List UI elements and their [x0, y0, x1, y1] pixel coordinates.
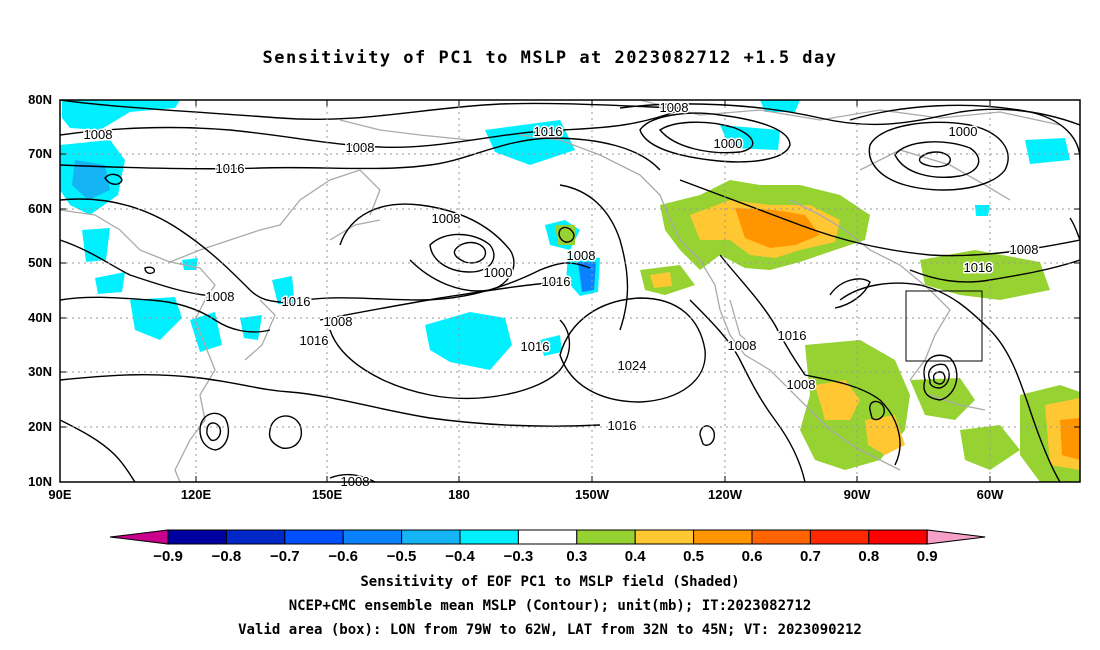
lon-tick-label: 150E [312, 487, 343, 502]
colorbar-segment [809, 529, 870, 545]
colorbar-label: 0.5 [683, 548, 704, 565]
positive-sensitivity-shading [555, 180, 1080, 482]
longitude-axis: 90E 120E 150E 180 150W 120W 90W 60W [48, 100, 1004, 502]
lat-tick-label: 10N [28, 474, 52, 489]
contour-label: 1008 [324, 314, 353, 329]
lon-tick-label: 120E [181, 487, 212, 502]
colorbar-segment [868, 529, 928, 545]
colorbar: −0.9 −0.8 −0.7 −0.6 −0.5 −0.4 −0.3 0.3 0.4 0.5 0.6… [109, 529, 986, 565]
colorbar-label: −0.4 [445, 548, 475, 565]
colorbar-label: 0.4 [625, 548, 647, 565]
colorbar-segment [225, 529, 286, 545]
colorbar-label: 0.6 [742, 548, 763, 565]
lon-tick-label: 120W [708, 487, 743, 502]
colorbar-right-arrow [926, 529, 986, 545]
colorbar-segment [284, 529, 344, 545]
colorbar-left-arrow [109, 529, 169, 545]
caption-line-1: Sensitivity of EOF PC1 to MSLP field (Sh… [360, 574, 740, 590]
colorbar-segment [576, 529, 636, 545]
colorbar-segment [517, 529, 578, 545]
contour-label: 1016 [534, 124, 563, 139]
colorbar-segment [634, 529, 695, 545]
lon-tick-label: 90W [844, 487, 871, 502]
colorbar-label: −0.9 [153, 548, 183, 565]
colorbar-label: 0.7 [800, 548, 821, 565]
contour-label: 1016 [521, 339, 550, 354]
chart-title: Sensitivity of PC1 to MSLP at 2023082712… [262, 48, 838, 68]
colorbar-segment [342, 529, 403, 545]
lat-tick-label: 20N [28, 419, 52, 434]
contour-label: 1000 [949, 124, 978, 139]
lon-tick-label: 150W [575, 487, 610, 502]
lat-tick-label: 60N [28, 201, 52, 216]
mslp-contours [60, 100, 1080, 482]
lat-tick-label: 40N [28, 310, 52, 325]
colorbar-label: −0.7 [270, 548, 300, 565]
contour-label: 1016 [778, 328, 807, 343]
contour-label: 1008 [346, 140, 375, 155]
lat-tick-label: 50N [28, 255, 52, 270]
colorbar-label: 0.9 [917, 548, 938, 565]
colorbar-label: −0.6 [328, 548, 358, 565]
graticule [60, 100, 1080, 482]
contour-label: 1016 [282, 294, 311, 309]
contour-label: 1008 [84, 127, 113, 142]
colorbar-label: 0.8 [858, 548, 879, 565]
contour-label: 1008 [787, 377, 816, 392]
colorbar-segment [751, 529, 811, 545]
lon-tick-label: 60W [977, 487, 1004, 502]
colorbar-label: −0.8 [212, 548, 242, 565]
contour-labels: 1008 1008 1016 1016 1008 1000 1008 1000 1008 1016… [82, 99, 1040, 491]
contour-label: 1016 [542, 274, 571, 289]
colorbar-segment [693, 529, 753, 545]
contour-label: 1000 [714, 136, 743, 151]
contour-label: 1008 [660, 100, 689, 115]
caption-line-3: Valid area (box): LON from 79W to 62W, L… [238, 622, 862, 638]
colorbar-label: −0.5 [387, 548, 417, 565]
caption-line-2: NCEP+CMC ensemble mean MSLP (Contour); u… [288, 598, 812, 614]
lat-tick-label: 70N [28, 146, 52, 161]
lon-tick-label: 180 [448, 487, 470, 502]
latitude-axis: 80N 70N 60N 50N 40N 30N 20N 10N [28, 92, 1080, 489]
colorbar-segment [167, 529, 227, 545]
lat-tick-label: 80N [28, 92, 52, 107]
contour-label: 1008 [567, 248, 596, 263]
valid-area-box [905, 290, 983, 362]
contour-label: 1000 [484, 265, 513, 280]
colorbar-segment [401, 529, 461, 545]
colorbar-segment [459, 529, 519, 545]
contour-label: 1016 [216, 161, 245, 176]
contour-label: 1008 [728, 338, 757, 353]
contour-label: 1024 [618, 358, 647, 373]
lat-tick-label: 30N [28, 364, 52, 379]
contour-label: 1008 [206, 289, 235, 304]
colorbar-label: −0.3 [504, 548, 534, 565]
contour-label: 1008 [1010, 242, 1039, 257]
contour-label: 1016 [608, 418, 637, 433]
contour-label: 1008 [432, 211, 461, 226]
contour-label: 1016 [964, 260, 993, 275]
contour-label: 1016 [300, 333, 329, 348]
lon-tick-label: 90E [48, 487, 71, 502]
map-frame [59, 99, 1081, 483]
colorbar-label: 0.3 [566, 548, 587, 565]
